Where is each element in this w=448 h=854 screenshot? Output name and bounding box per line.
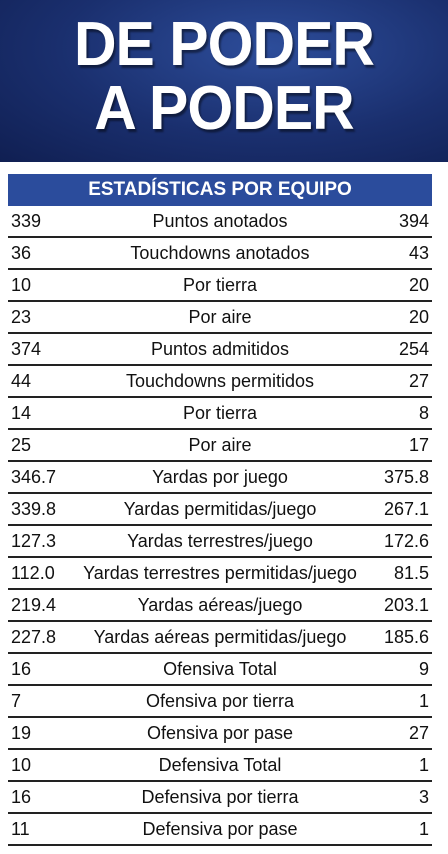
- table-row: 227.8 Yardas aéreas permitidas/juego 185.6: [8, 622, 432, 654]
- table-row: 339 Puntos anotados 394: [8, 206, 432, 238]
- table-row: 374 Puntos admitidos 254: [8, 334, 432, 366]
- stat-label: Ofensiva por pase: [146, 723, 294, 743]
- table-row: 36 Touchdowns anotados 43: [8, 238, 432, 270]
- team-b-value: 172.6: [383, 531, 429, 551]
- team-b-value: 20: [408, 307, 429, 327]
- stat-label: Por tierra: [182, 275, 258, 295]
- table-row: 7 Ofensiva por tierra 1: [8, 686, 432, 718]
- team-b-value: 1: [418, 691, 429, 711]
- stat-label: Puntos admitidos: [150, 339, 290, 359]
- table-row: 10 Defensiva Total 1: [8, 750, 432, 782]
- team-a-value: 16: [11, 787, 32, 807]
- stat-label: Yardas terrestres permitidas/juego: [83, 563, 357, 583]
- header: DE PODER A PODER: [0, 0, 448, 162]
- table-row: 25 Por aire 17: [8, 430, 432, 462]
- team-b-value: 27: [408, 371, 429, 391]
- team-b-value: 185.6: [383, 627, 429, 647]
- team-a-value: 227.8: [11, 627, 57, 647]
- team-a-value: 16: [11, 659, 32, 679]
- team-a-value: 23: [11, 307, 32, 327]
- team-b-value: 267.1: [383, 499, 429, 519]
- stat-label: Defensiva por pase: [142, 819, 298, 839]
- team-b-value: 8: [418, 403, 429, 423]
- table-row: 112.0 Yardas terrestres permitidas/juego 8…: [8, 558, 432, 590]
- table-title: ESTADÍSTICAS POR EQUIPO: [8, 174, 432, 206]
- team-b-value: 1: [418, 755, 429, 775]
- stat-label: Por tierra: [182, 403, 258, 423]
- team-b-value: 3: [418, 787, 429, 807]
- team-a-value: 127.3: [11, 531, 57, 551]
- team-a-value: 19: [11, 723, 32, 743]
- team-a-value: 112.0: [11, 563, 55, 583]
- team-a-value: 219.4: [11, 595, 57, 615]
- team-a-value: 44: [11, 371, 32, 391]
- stats-table: ESTADÍSTICAS POR EQUIPO 339 Puntos anotad…: [8, 174, 432, 846]
- team-b-value: 394: [398, 211, 429, 231]
- team-a-value: 374: [11, 339, 42, 359]
- table-row: 339.8 Yardas permitidas/juego 267.1: [8, 494, 432, 526]
- team-b-value: 375.8: [383, 467, 429, 487]
- team-b-value: 20: [408, 275, 429, 295]
- stat-label: Defensiva Total: [158, 755, 282, 775]
- stat-label: Yardas aéreas/juego: [137, 595, 303, 615]
- stat-label: Yardas terrestres/juego: [127, 531, 313, 551]
- stat-label: Por aire: [188, 435, 252, 455]
- title-line: DE PODER: [73, 10, 375, 79]
- table-row: 23 Por aire 20: [8, 302, 432, 334]
- stat-label: Touchdowns anotados: [130, 243, 310, 263]
- table-row: 219.4 Yardas aéreas/juego 203.1: [8, 590, 432, 622]
- team-b-value: 203.1: [383, 595, 429, 615]
- table-row: 14 Por tierra 8: [8, 398, 432, 430]
- team-a-value: 36: [11, 243, 32, 263]
- stat-label: Yardas permitidas/juego: [123, 499, 317, 519]
- team-a-value: 11: [11, 819, 30, 839]
- title-line: A PODER: [94, 74, 354, 143]
- team-a-value: 339: [11, 211, 42, 231]
- table-row: 19 Ofensiva por pase 27: [8, 718, 432, 750]
- team-a-value: 346.7: [11, 467, 57, 487]
- stat-label: Yardas por juego: [152, 467, 288, 487]
- team-b-value: 1: [418, 819, 429, 839]
- table-row: 346.7 Yardas por juego 375.8: [8, 462, 432, 494]
- team-b-value: 81.5: [393, 563, 429, 583]
- team-a-value: 339.8: [11, 499, 57, 519]
- stat-label: Touchdowns permitidos: [125, 371, 315, 391]
- stat-label: Ofensiva Total: [163, 659, 277, 679]
- table-row: 11 Defensiva por pase 1: [8, 814, 432, 846]
- stat-label: Puntos anotados: [152, 211, 288, 231]
- team-a-value: 10: [11, 755, 32, 775]
- team-b-value: 17: [408, 435, 429, 455]
- table-row: 127.3 Yardas terrestres/juego 172.6: [8, 526, 432, 558]
- team-b-value: 254: [398, 339, 429, 359]
- table-row: 16 Ofensiva Total 9: [8, 654, 432, 686]
- team-b-value: 43: [408, 243, 429, 263]
- stat-label: Por aire: [188, 307, 252, 327]
- team-b-value: 9: [418, 659, 429, 679]
- team-a-value: 10: [11, 275, 32, 295]
- team-a-value: 25: [11, 435, 32, 455]
- stat-label: Ofensiva por tierra: [145, 691, 295, 711]
- stat-label: Defensiva por tierra: [141, 787, 299, 807]
- stat-label: Yardas aéreas permitidas/juego: [93, 627, 347, 647]
- team-a-value: 7: [11, 691, 22, 711]
- table-row: 44 Touchdowns permitidos 27: [8, 366, 432, 398]
- table-row: 16 Defensiva por tierra 3: [8, 782, 432, 814]
- team-b-value: 27: [408, 723, 429, 743]
- table-row: 10 Por tierra 20: [8, 270, 432, 302]
- team-a-value: 14: [11, 403, 32, 423]
